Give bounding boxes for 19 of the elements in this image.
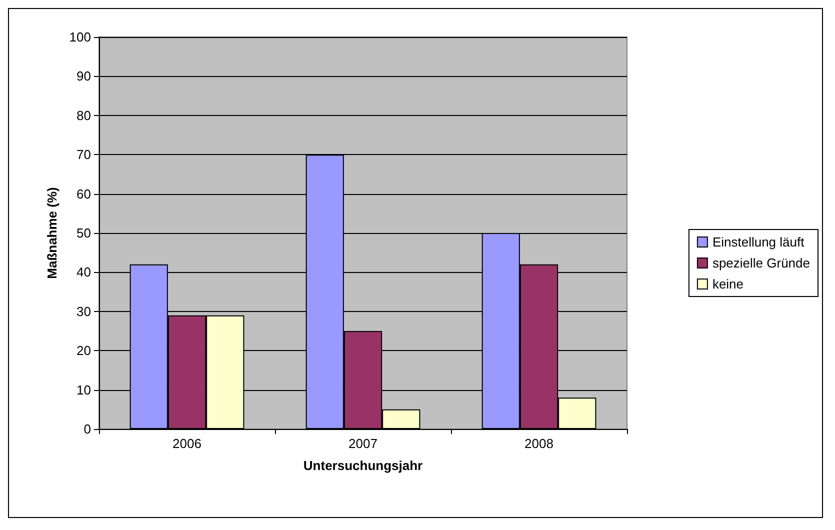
y-tick-label: 10 — [76, 382, 91, 398]
y-axis-title: Maßnahme (%) — [44, 187, 60, 279]
x-tick-label: 2007 — [348, 436, 378, 451]
legend-label: spezielle Gründe — [712, 256, 810, 270]
y-tick-label: 90 — [76, 68, 91, 84]
y-tick-label: 50 — [76, 226, 91, 240]
y-tick-label: 60 — [76, 186, 91, 202]
y-tick-label: 0 — [84, 422, 91, 436]
x-axis-title: Untersuchungsjahr — [303, 458, 423, 473]
y-tick-label: 80 — [76, 108, 91, 123]
y-tick-label: 20 — [76, 343, 91, 358]
y-tick-label: 30 — [76, 304, 91, 319]
y-tick-label: 40 — [76, 264, 91, 280]
y-tick-label: 100 — [69, 30, 91, 44]
x-tick-label: 2006 — [172, 436, 202, 451]
y-tick-label: 70 — [76, 147, 91, 162]
legend-label: Einstellung läuft — [712, 234, 805, 250]
x-tick-label: 2008 — [524, 436, 554, 451]
legend-label: keine — [712, 276, 744, 292]
